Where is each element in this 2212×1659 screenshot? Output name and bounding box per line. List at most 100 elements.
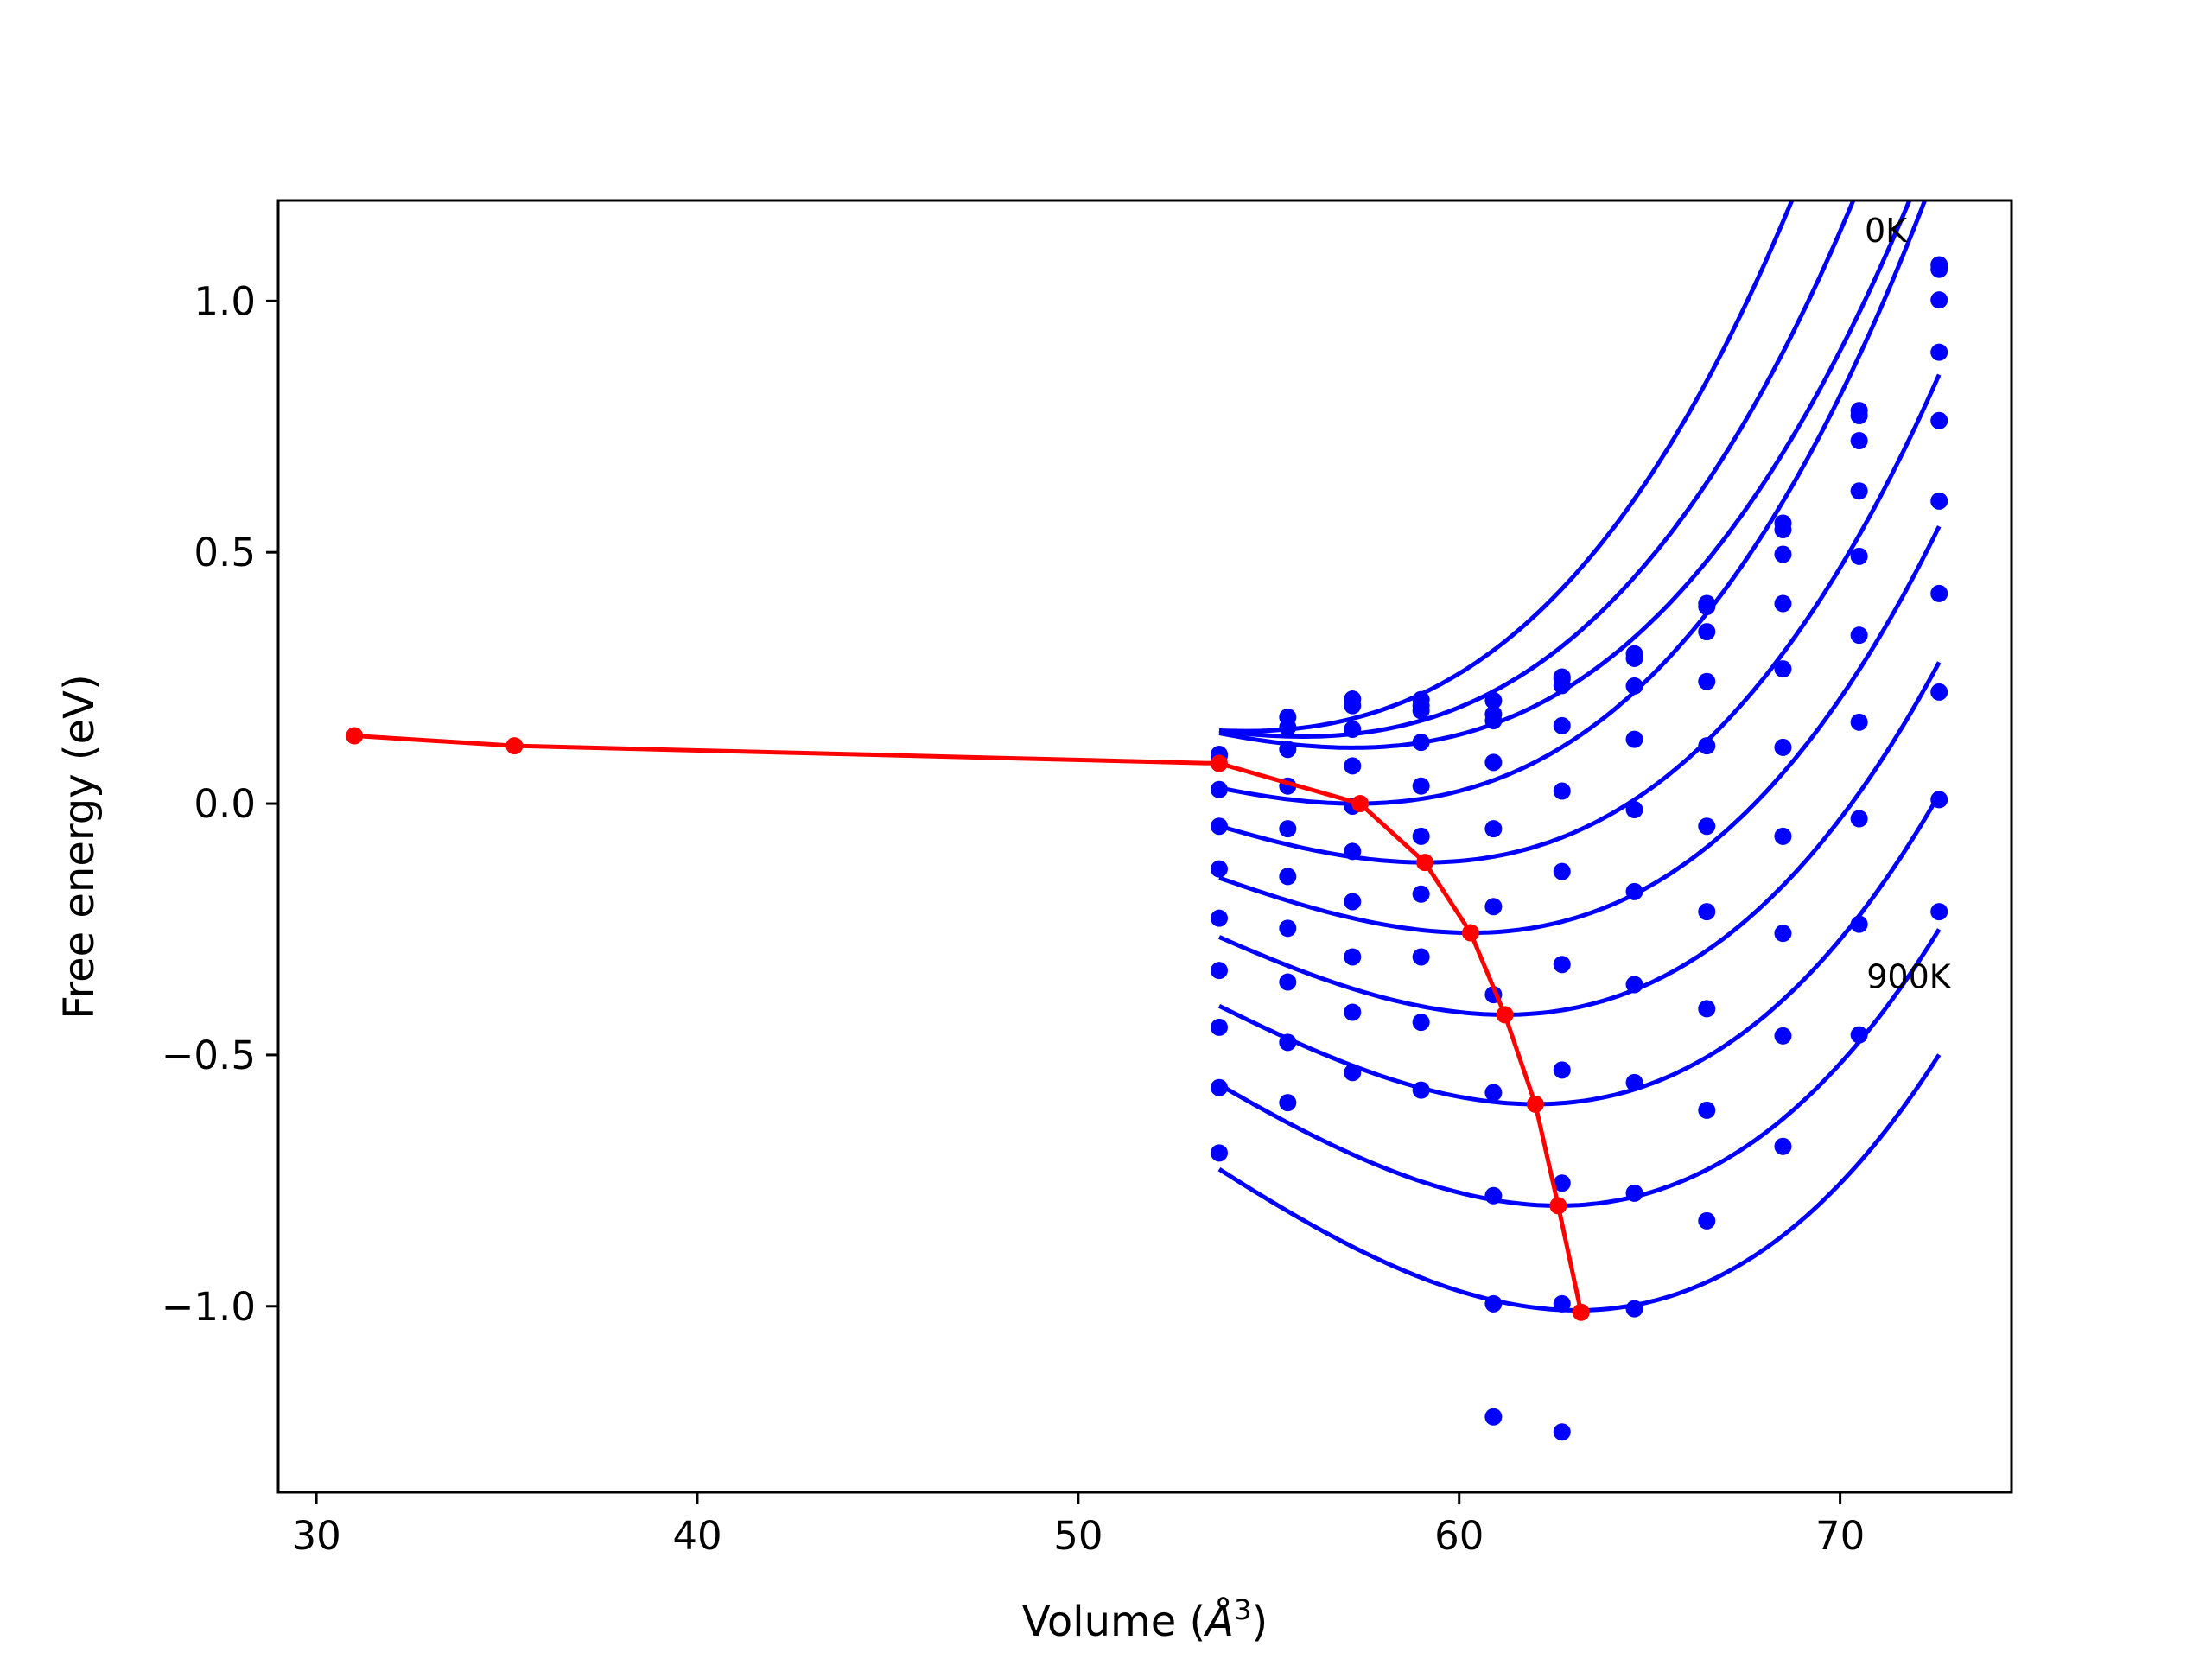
extra-data-point-2 bbox=[1553, 1423, 1571, 1441]
data-point-900K-1 bbox=[1279, 1094, 1297, 1112]
x-axis-label-exponent: 3 bbox=[1234, 1593, 1251, 1626]
x-axis-label: Volume (Å3) bbox=[1022, 1593, 1268, 1646]
data-point-400K-4 bbox=[1484, 820, 1503, 838]
x-axis-label-close: ) bbox=[1251, 1598, 1268, 1646]
data-point-600K-9 bbox=[1850, 713, 1868, 731]
minimum-point-9 bbox=[1572, 1303, 1590, 1321]
data-point-200K-2 bbox=[1344, 720, 1362, 738]
data-point-400K-5 bbox=[1553, 782, 1571, 800]
data-point-200K-3 bbox=[1412, 702, 1430, 720]
fit-curve-300K bbox=[1218, 200, 1928, 806]
data-point-600K-10 bbox=[1930, 584, 1948, 602]
data-point-100K-7 bbox=[1698, 598, 1716, 616]
data-point-700K-7 bbox=[1698, 1000, 1716, 1018]
data-point-500K-0 bbox=[1210, 860, 1228, 878]
fit-curves bbox=[1217, 200, 1942, 1313]
data-point-500K-7 bbox=[1698, 817, 1716, 836]
x-tick-label: 30 bbox=[291, 1513, 340, 1559]
fit-curve-0K bbox=[1218, 200, 1795, 734]
data-point-400K-8 bbox=[1774, 660, 1792, 678]
data-point-300K-5 bbox=[1553, 716, 1571, 734]
data-point-900K-6 bbox=[1625, 1300, 1643, 1318]
data-point-800K-7 bbox=[1698, 1101, 1716, 1119]
x-tick-label: 40 bbox=[672, 1513, 721, 1559]
data-point-500K-6 bbox=[1625, 882, 1643, 900]
data-point-600K-6 bbox=[1625, 976, 1643, 994]
data-point-700K-1 bbox=[1279, 973, 1297, 991]
data-point-700K-9 bbox=[1850, 810, 1868, 828]
data-point-900K-4 bbox=[1484, 1294, 1503, 1313]
data-point-200K-8 bbox=[1774, 545, 1792, 563]
data-point-100K-1 bbox=[1279, 718, 1297, 736]
data-point-900K-3 bbox=[1412, 1081, 1430, 1099]
data-point-500K-2 bbox=[1344, 842, 1362, 861]
y-tick-label: 1.0 bbox=[194, 278, 256, 324]
data-point-600K-0 bbox=[1210, 909, 1228, 927]
data-point-600K-7 bbox=[1698, 903, 1716, 921]
data-point-700K-3 bbox=[1412, 948, 1430, 966]
data-point-900K-8 bbox=[1774, 1137, 1792, 1155]
y-axis-label: Free energy (eV) bbox=[55, 674, 104, 1019]
data-point-500K-10 bbox=[1930, 492, 1948, 510]
data-point-200K-10 bbox=[1930, 291, 1948, 309]
fit-curve-700K bbox=[1217, 793, 1942, 1107]
data-point-300K-6 bbox=[1625, 730, 1643, 748]
data-point-200K-9 bbox=[1850, 432, 1868, 450]
data-point-500K-4 bbox=[1484, 898, 1503, 916]
data-point-900K-0 bbox=[1210, 1078, 1228, 1096]
x-axis-label-unit: Å bbox=[1203, 1597, 1234, 1646]
minimum-path-line bbox=[354, 734, 1584, 1313]
y-axis-ticks: −1.0 −0.5 0.0 0.5 1.0 bbox=[162, 278, 278, 1330]
data-point-300K-8 bbox=[1774, 594, 1792, 613]
data-point-900K-5 bbox=[1553, 1294, 1571, 1313]
x-tick-label: 60 bbox=[1434, 1513, 1484, 1559]
data-points bbox=[1210, 256, 1948, 1441]
data-point-200K-4 bbox=[1484, 712, 1503, 730]
x-tick-label: 70 bbox=[1815, 1513, 1865, 1559]
data-point-500K-5 bbox=[1553, 862, 1571, 880]
data-point-400K-7 bbox=[1698, 737, 1716, 755]
data-point-600K-2 bbox=[1344, 893, 1362, 911]
data-point-700K-2 bbox=[1344, 948, 1362, 966]
y-tick-label: 0.5 bbox=[194, 530, 256, 575]
data-point-800K-10 bbox=[1930, 791, 1948, 809]
data-point-300K-3 bbox=[1412, 734, 1430, 752]
minimum-point-4 bbox=[1416, 854, 1434, 872]
minimum-path bbox=[346, 727, 1590, 1321]
fit-curve-400K bbox=[1218, 373, 1942, 865]
data-point-400K-0 bbox=[1210, 817, 1228, 836]
x-tick-label: 50 bbox=[1053, 1513, 1103, 1559]
data-point-700K-0 bbox=[1210, 962, 1228, 980]
annotations: 0K 900K bbox=[1865, 212, 1952, 996]
data-point-900K-10 bbox=[1930, 903, 1948, 921]
data-point-100K-6 bbox=[1625, 649, 1643, 667]
minimum-point-0 bbox=[346, 727, 364, 745]
fit-curve-600K bbox=[1218, 661, 1942, 1017]
data-point-800K-0 bbox=[1210, 1018, 1228, 1036]
data-point-300K-2 bbox=[1344, 757, 1362, 775]
data-point-100K-2 bbox=[1344, 696, 1362, 715]
data-point-800K-8 bbox=[1774, 1027, 1792, 1045]
y-tick-label: −0.5 bbox=[162, 1033, 256, 1078]
y-tick-label: 0.0 bbox=[194, 781, 256, 827]
minimum-point-5 bbox=[1461, 924, 1479, 942]
data-point-300K-9 bbox=[1850, 482, 1868, 500]
data-point-500K-1 bbox=[1279, 868, 1297, 886]
data-point-700K-6 bbox=[1625, 1073, 1643, 1091]
data-point-300K-0 bbox=[1210, 780, 1228, 798]
data-point-0K-4 bbox=[1484, 691, 1503, 709]
data-point-600K-1 bbox=[1279, 919, 1297, 938]
data-point-200K-1 bbox=[1279, 741, 1297, 759]
data-point-700K-4 bbox=[1484, 1084, 1503, 1102]
data-point-700K-5 bbox=[1553, 1061, 1571, 1079]
data-point-200K-7 bbox=[1698, 623, 1716, 641]
data-point-100K-8 bbox=[1774, 521, 1792, 539]
y-tick-label: −1.0 bbox=[162, 1284, 256, 1330]
data-point-400K-9 bbox=[1850, 547, 1868, 565]
minimum-point-2 bbox=[1210, 754, 1228, 772]
data-point-500K-9 bbox=[1850, 626, 1868, 645]
data-point-100K-10 bbox=[1930, 260, 1948, 278]
extra-data-point-0 bbox=[1210, 1144, 1228, 1162]
data-point-400K-10 bbox=[1930, 411, 1948, 429]
